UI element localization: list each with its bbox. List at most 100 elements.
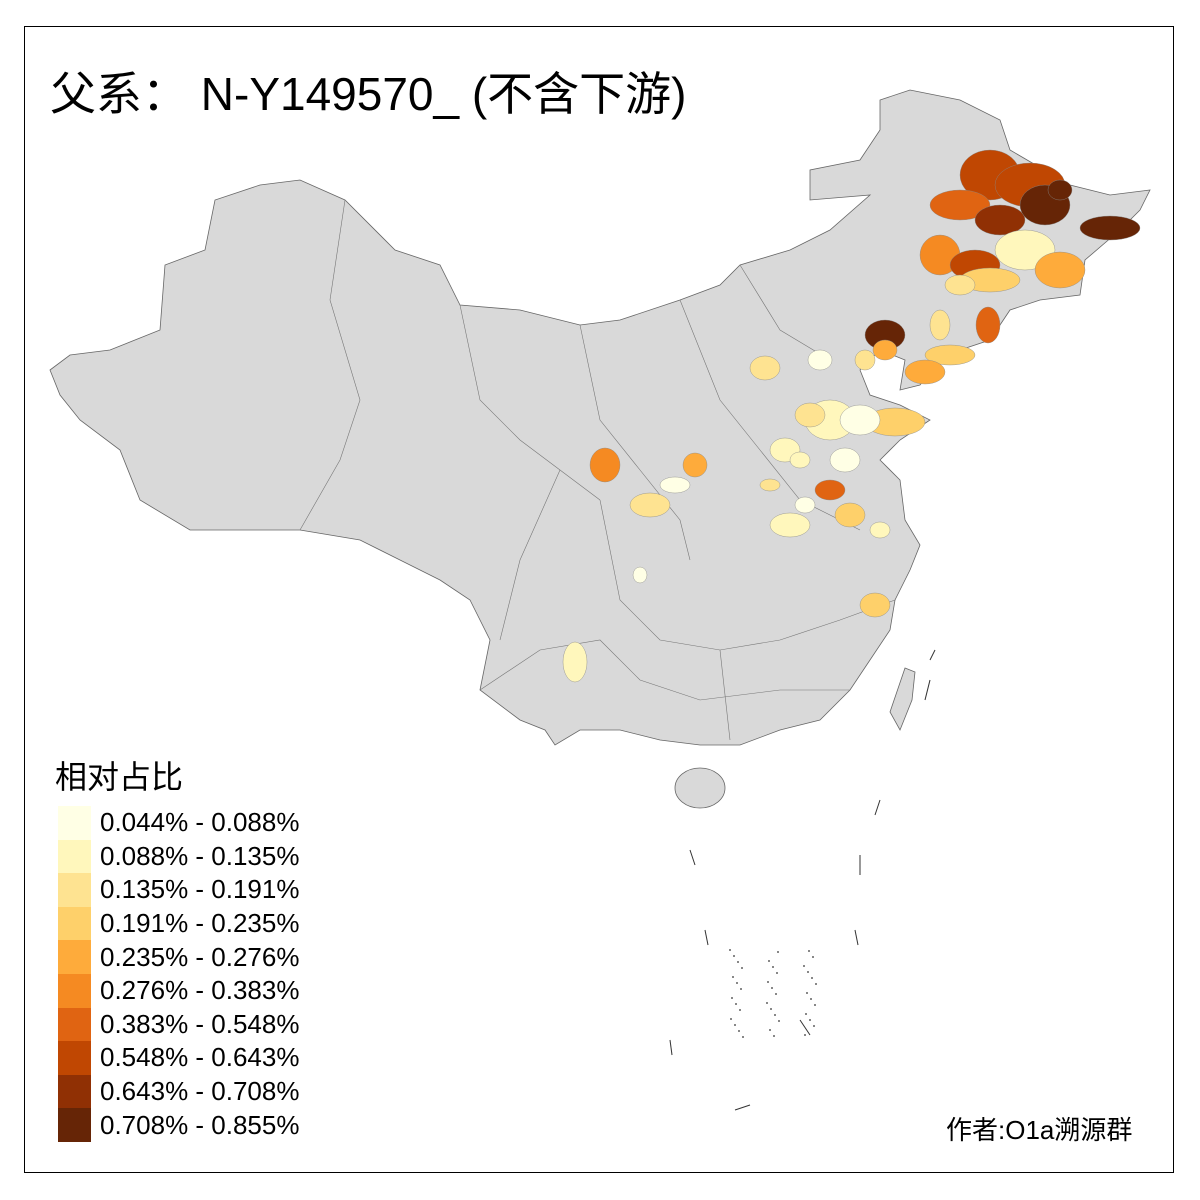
hainan-island	[674, 767, 726, 809]
island-dot	[778, 1020, 780, 1022]
region-6	[814, 479, 846, 501]
region-9	[1079, 215, 1141, 241]
island-dot	[732, 976, 734, 978]
legend-label: 0.235% - 0.276%	[100, 941, 300, 972]
island-dot	[814, 1004, 816, 1006]
island-dot	[734, 1024, 736, 1026]
island-dot	[742, 1036, 744, 1038]
island-dot	[729, 949, 731, 951]
island-dot	[776, 972, 778, 974]
legend: 0.044% - 0.088% 0.088% - 0.135% 0.135% - 0…	[58, 806, 299, 1142]
island-dot	[811, 977, 813, 979]
legend-item: 0.708% - 0.855%	[58, 1108, 299, 1142]
legend-swatch	[58, 806, 91, 840]
island-mark	[929, 649, 936, 661]
legend-item: 0.276% - 0.383%	[58, 973, 299, 1008]
island-mark	[669, 1039, 673, 1056]
island-dot	[774, 1014, 776, 1016]
legend-label: 0.708% - 0.855%	[100, 1109, 300, 1140]
region-1	[789, 451, 811, 469]
taiwan-island	[889, 667, 916, 731]
region-4	[1034, 251, 1086, 289]
legend-swatch	[58, 1041, 91, 1075]
legend-title: 相对占比	[55, 758, 184, 796]
legend-swatch	[58, 906, 91, 941]
colored-regions	[562, 149, 1141, 683]
island-mark	[689, 849, 696, 866]
region-2	[929, 309, 951, 341]
legend-item: 0.135% - 0.191%	[58, 873, 299, 907]
island-dot	[777, 951, 779, 953]
region-2	[854, 349, 876, 371]
island-mark	[734, 1104, 751, 1111]
region-4	[682, 452, 708, 478]
legend-swatch	[58, 1074, 91, 1109]
plot-border	[24, 26, 1174, 1173]
island-dot	[768, 960, 770, 962]
island-dot	[737, 961, 739, 963]
map-title: 父系： N-Y149570_ (不含下游)	[50, 68, 687, 120]
legend-swatch	[58, 1007, 91, 1042]
island-dot	[736, 982, 738, 984]
island-dot	[775, 993, 777, 995]
island-mark	[799, 1019, 811, 1036]
region-1	[869, 521, 891, 539]
province-border	[499, 469, 561, 641]
region-5	[589, 447, 621, 483]
island-dot	[815, 983, 817, 985]
legend-item: 0.088% - 0.135%	[58, 839, 300, 874]
region-6	[975, 306, 1001, 344]
island-dot	[808, 950, 810, 952]
legend-swatch	[58, 973, 91, 1008]
region-4	[872, 339, 898, 361]
province-border	[719, 649, 731, 741]
island-dot	[810, 998, 812, 1000]
province-border	[459, 304, 601, 501]
region-3	[834, 502, 866, 528]
legend-item: 0.235% - 0.276%	[58, 940, 299, 974]
legend-swatch	[58, 1108, 91, 1142]
region-0	[839, 404, 881, 436]
island-dot	[766, 1002, 768, 1004]
author-credit: 作者:O1a溯源群	[946, 1115, 1133, 1145]
region-1	[562, 641, 588, 683]
legend-swatch	[58, 940, 91, 974]
region-0	[807, 349, 833, 371]
island-mark	[874, 799, 881, 816]
legend-label: 0.088% - 0.135%	[100, 840, 300, 871]
island-dot	[770, 1008, 772, 1010]
island-dot	[731, 997, 733, 999]
island-dot	[767, 981, 769, 983]
legend-item: 0.191% - 0.235%	[58, 906, 300, 941]
island-mark	[704, 929, 709, 946]
island-dot	[771, 987, 773, 989]
legend-item: 0.643% - 0.708%	[58, 1074, 299, 1109]
region-2	[759, 478, 781, 492]
legend-swatch	[58, 839, 91, 874]
region-8	[974, 204, 1026, 236]
legend-label: 0.383% - 0.548%	[100, 1008, 300, 1039]
base-map	[49, 89, 1151, 809]
province-border	[579, 324, 691, 561]
legend-item: 0.383% - 0.548%	[58, 1007, 300, 1042]
island-dot	[805, 1013, 807, 1015]
island-dot	[730, 1018, 732, 1020]
region-0	[632, 566, 648, 584]
region-0	[829, 447, 861, 473]
region-1	[769, 512, 811, 538]
legend-label: 0.548% - 0.643%	[100, 1042, 300, 1073]
island-dot	[738, 1030, 740, 1032]
province-border	[739, 264, 831, 361]
legend-label: 0.044% - 0.088%	[100, 807, 300, 838]
region-9	[1047, 179, 1073, 201]
island-dot	[804, 1034, 806, 1036]
island-dot	[773, 1035, 775, 1037]
legend-label: 0.191% - 0.235%	[100, 908, 300, 939]
legend-item: 0.044% - 0.088%	[58, 806, 299, 840]
region-3	[924, 344, 976, 366]
region-2	[944, 274, 976, 296]
island-dot	[740, 988, 742, 990]
region-2	[794, 402, 826, 428]
